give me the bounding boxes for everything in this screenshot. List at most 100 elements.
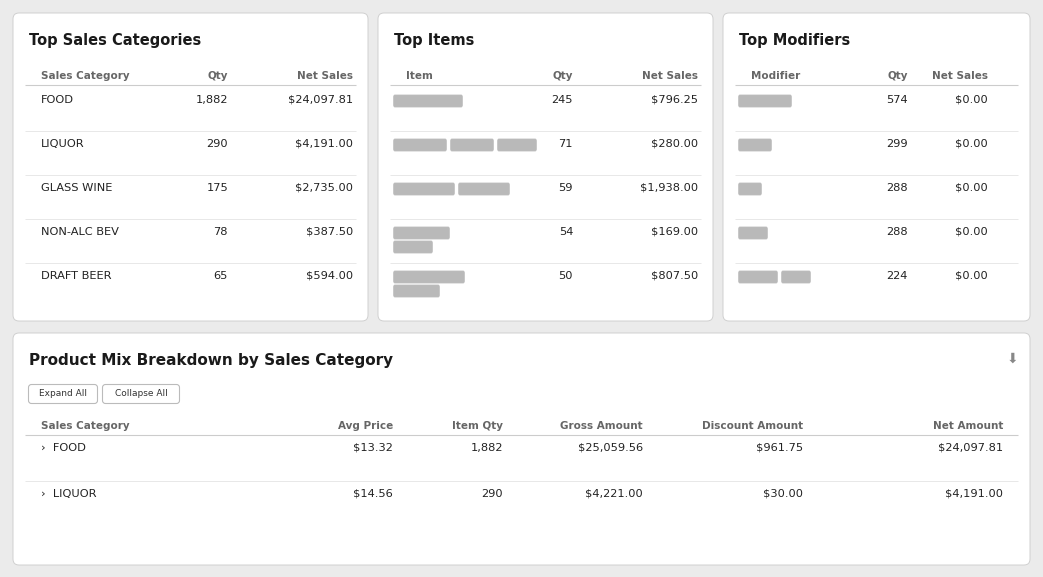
Text: $280.00: $280.00 bbox=[651, 139, 698, 149]
FancyBboxPatch shape bbox=[459, 182, 509, 194]
Text: ⬇: ⬇ bbox=[1006, 352, 1018, 366]
Text: NON-ALC BEV: NON-ALC BEV bbox=[41, 227, 119, 237]
Text: $807.50: $807.50 bbox=[651, 271, 698, 281]
FancyBboxPatch shape bbox=[102, 384, 179, 403]
Text: Qty: Qty bbox=[553, 71, 573, 81]
Text: 1,882: 1,882 bbox=[470, 443, 503, 453]
Text: $0.00: $0.00 bbox=[955, 227, 988, 237]
Text: $387.50: $387.50 bbox=[306, 227, 353, 237]
FancyBboxPatch shape bbox=[393, 95, 462, 107]
Text: Avg Price: Avg Price bbox=[338, 421, 393, 431]
FancyBboxPatch shape bbox=[393, 183, 455, 195]
Text: Modifier: Modifier bbox=[751, 71, 800, 81]
Text: ›  FOOD: › FOOD bbox=[41, 443, 86, 453]
Text: FOOD: FOOD bbox=[41, 95, 74, 105]
FancyBboxPatch shape bbox=[738, 271, 777, 283]
FancyBboxPatch shape bbox=[738, 227, 768, 239]
FancyBboxPatch shape bbox=[378, 13, 713, 321]
Text: 224: 224 bbox=[887, 271, 908, 281]
FancyBboxPatch shape bbox=[451, 140, 493, 152]
FancyBboxPatch shape bbox=[393, 227, 450, 239]
FancyBboxPatch shape bbox=[393, 140, 446, 152]
FancyBboxPatch shape bbox=[393, 182, 455, 194]
FancyBboxPatch shape bbox=[393, 242, 433, 253]
FancyBboxPatch shape bbox=[393, 271, 464, 283]
Text: Net Sales: Net Sales bbox=[297, 71, 353, 81]
FancyBboxPatch shape bbox=[498, 138, 536, 151]
FancyBboxPatch shape bbox=[393, 271, 464, 283]
Text: 78: 78 bbox=[214, 227, 228, 237]
Text: Item: Item bbox=[406, 71, 433, 81]
FancyBboxPatch shape bbox=[738, 96, 792, 107]
FancyBboxPatch shape bbox=[393, 139, 446, 151]
Text: $0.00: $0.00 bbox=[955, 183, 988, 193]
FancyBboxPatch shape bbox=[498, 140, 536, 152]
Text: 65: 65 bbox=[214, 271, 228, 281]
Text: Qty: Qty bbox=[888, 71, 908, 81]
FancyBboxPatch shape bbox=[393, 286, 439, 298]
Text: $961.75: $961.75 bbox=[756, 443, 803, 453]
Text: $1,938.00: $1,938.00 bbox=[639, 183, 698, 193]
Text: Sales Category: Sales Category bbox=[41, 421, 129, 431]
FancyBboxPatch shape bbox=[738, 272, 777, 283]
Text: $24,097.81: $24,097.81 bbox=[288, 95, 353, 105]
Text: Discount Amount: Discount Amount bbox=[702, 421, 803, 431]
FancyBboxPatch shape bbox=[28, 384, 97, 403]
Text: 1,882: 1,882 bbox=[195, 95, 228, 105]
Text: GLASS WINE: GLASS WINE bbox=[41, 183, 113, 193]
Text: Top Sales Categories: Top Sales Categories bbox=[29, 33, 201, 48]
FancyBboxPatch shape bbox=[738, 183, 761, 196]
FancyBboxPatch shape bbox=[13, 333, 1030, 565]
Text: Expand All: Expand All bbox=[39, 389, 87, 399]
FancyBboxPatch shape bbox=[459, 183, 509, 196]
FancyBboxPatch shape bbox=[393, 284, 439, 297]
FancyBboxPatch shape bbox=[451, 138, 493, 151]
FancyBboxPatch shape bbox=[723, 13, 1030, 321]
FancyBboxPatch shape bbox=[393, 241, 433, 253]
FancyBboxPatch shape bbox=[393, 95, 462, 107]
Text: $4,221.00: $4,221.00 bbox=[585, 489, 642, 499]
Text: $169.00: $169.00 bbox=[651, 227, 698, 237]
FancyBboxPatch shape bbox=[451, 139, 493, 151]
Text: 71: 71 bbox=[558, 139, 573, 149]
Text: 290: 290 bbox=[482, 489, 503, 499]
Text: $14.56: $14.56 bbox=[354, 489, 393, 499]
FancyBboxPatch shape bbox=[738, 138, 772, 151]
Text: 574: 574 bbox=[887, 95, 908, 105]
Text: Qty: Qty bbox=[208, 71, 228, 81]
Text: 288: 288 bbox=[887, 183, 908, 193]
Text: 245: 245 bbox=[552, 95, 573, 105]
Text: $2,735.00: $2,735.00 bbox=[295, 183, 353, 193]
Text: $0.00: $0.00 bbox=[955, 139, 988, 149]
Text: $4,191.00: $4,191.00 bbox=[945, 489, 1003, 499]
Text: $24,097.81: $24,097.81 bbox=[938, 443, 1003, 453]
Text: Gross Amount: Gross Amount bbox=[560, 421, 642, 431]
FancyBboxPatch shape bbox=[393, 227, 450, 238]
FancyBboxPatch shape bbox=[781, 271, 810, 283]
Text: 288: 288 bbox=[887, 227, 908, 237]
Text: Top Modifiers: Top Modifiers bbox=[739, 33, 850, 48]
FancyBboxPatch shape bbox=[781, 272, 810, 283]
Text: $594.00: $594.00 bbox=[306, 271, 353, 281]
FancyBboxPatch shape bbox=[738, 227, 768, 238]
Text: Sales Category: Sales Category bbox=[41, 71, 129, 81]
Text: 50: 50 bbox=[558, 271, 573, 281]
FancyBboxPatch shape bbox=[738, 139, 772, 151]
FancyBboxPatch shape bbox=[738, 227, 768, 239]
FancyBboxPatch shape bbox=[738, 140, 772, 152]
Text: Net Amount: Net Amount bbox=[932, 421, 1003, 431]
Text: $13.32: $13.32 bbox=[354, 443, 393, 453]
FancyBboxPatch shape bbox=[738, 95, 792, 107]
FancyBboxPatch shape bbox=[393, 96, 462, 107]
Text: 175: 175 bbox=[207, 183, 228, 193]
FancyBboxPatch shape bbox=[738, 183, 761, 195]
FancyBboxPatch shape bbox=[459, 183, 509, 195]
FancyBboxPatch shape bbox=[498, 139, 536, 151]
FancyBboxPatch shape bbox=[738, 182, 761, 194]
FancyBboxPatch shape bbox=[393, 285, 439, 297]
Text: LIQUOR: LIQUOR bbox=[41, 139, 84, 149]
Text: Item Qty: Item Qty bbox=[452, 421, 503, 431]
Text: 299: 299 bbox=[887, 139, 908, 149]
FancyBboxPatch shape bbox=[738, 95, 792, 107]
Text: $4,191.00: $4,191.00 bbox=[295, 139, 353, 149]
